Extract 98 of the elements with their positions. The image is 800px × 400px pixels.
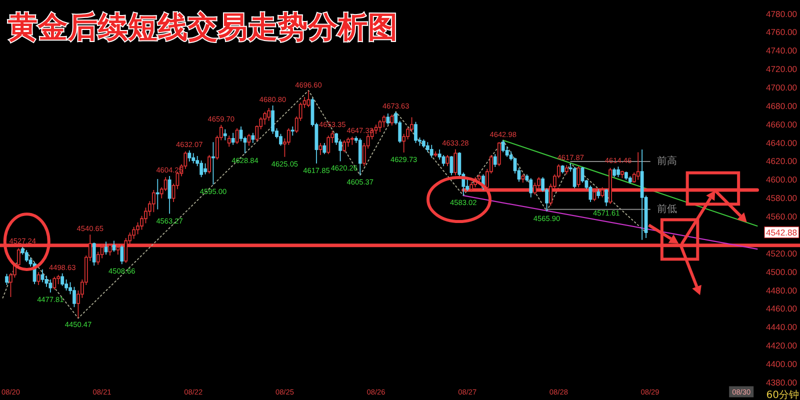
candlestick bbox=[342, 140, 346, 153]
candlestick bbox=[592, 188, 596, 202]
candlestick bbox=[271, 104, 274, 134]
candlestick bbox=[616, 166, 620, 178]
candlestick bbox=[168, 176, 172, 214]
candlestick bbox=[40, 268, 44, 283]
candlestick bbox=[200, 160, 204, 178]
candlestick bbox=[624, 171, 628, 180]
y-tick-label: 4780.00 bbox=[766, 8, 798, 19]
candlestick bbox=[306, 90, 310, 108]
y-tick-label: 4680.00 bbox=[766, 100, 798, 111]
y-tick-label: 4480.00 bbox=[766, 285, 798, 296]
candlestick bbox=[212, 142, 215, 185]
candlestick bbox=[430, 144, 434, 158]
candlestick bbox=[251, 132, 255, 144]
candlestick bbox=[108, 243, 112, 256]
chart-title: 黄金后续短线交易走势分析图 bbox=[8, 10, 398, 44]
candlestick bbox=[612, 167, 616, 178]
candlestick bbox=[318, 142, 322, 156]
y-tick-label: 4700.00 bbox=[766, 82, 798, 92]
candlestick bbox=[600, 186, 604, 198]
candlestick bbox=[628, 176, 632, 184]
y-tick-label: 4420.00 bbox=[766, 340, 798, 351]
candlestick bbox=[156, 178, 160, 210]
y-tick-label: 4380.00 bbox=[766, 377, 798, 388]
candlestick bbox=[322, 142, 326, 155]
candlestick bbox=[227, 135, 231, 148]
candlestick bbox=[247, 133, 251, 146]
y-tick-label: 4600.00 bbox=[766, 174, 798, 185]
candlestick bbox=[36, 272, 40, 286]
candlestick bbox=[116, 244, 120, 256]
y-tick-label: 4440.00 bbox=[766, 322, 798, 332]
y-tick-label: 4640.00 bbox=[766, 138, 798, 148]
y-tick-label: 4520.00 bbox=[766, 248, 798, 258]
candlestick bbox=[378, 120, 382, 132]
candlestick bbox=[636, 152, 640, 180]
candlestick bbox=[386, 113, 390, 126]
candlestick bbox=[596, 188, 600, 199]
candlestick bbox=[564, 164, 568, 175]
candlestick bbox=[290, 126, 294, 136]
candlestick bbox=[24, 250, 28, 262]
y-tick-label: 4460.00 bbox=[766, 304, 798, 314]
y-tick-label: 4740.00 bbox=[766, 46, 798, 56]
candlestick bbox=[454, 148, 458, 176]
line-series bbox=[2, 90, 647, 319]
candlestick bbox=[16, 248, 20, 268]
candlestick bbox=[414, 121, 418, 144]
y-tick-label: 4400.00 bbox=[766, 359, 798, 370]
candlestick bbox=[501, 140, 505, 153]
candlestick bbox=[48, 279, 52, 293]
candlestick bbox=[497, 142, 501, 167]
y-tick-label: 4760.00 bbox=[766, 27, 798, 38]
candlestick bbox=[208, 154, 211, 174]
candlestick bbox=[5, 273, 8, 286]
y-tick-label: 4500.00 bbox=[766, 266, 798, 277]
candlestick bbox=[640, 149, 644, 240]
candlestick bbox=[192, 152, 196, 164]
candlestick bbox=[104, 241, 108, 256]
candlestick bbox=[267, 108, 271, 122]
candlestick bbox=[382, 114, 386, 128]
candlestick bbox=[493, 154, 497, 168]
candlestick bbox=[529, 178, 533, 198]
candlestick bbox=[263, 111, 267, 126]
candlestick bbox=[390, 114, 394, 126]
candlestick bbox=[620, 170, 624, 179]
y-tick-label: 4720.00 bbox=[766, 64, 798, 74]
candlestick bbox=[52, 276, 56, 290]
candlestick bbox=[72, 286, 76, 308]
candlestick bbox=[204, 162, 207, 175]
candlestick bbox=[60, 272, 64, 286]
candlestick bbox=[450, 156, 454, 176]
series-label: 前低 bbox=[657, 203, 678, 216]
y-tick-label: 4560.00 bbox=[766, 212, 798, 222]
candlestick bbox=[446, 154, 450, 167]
candlestick bbox=[422, 138, 426, 148]
candlestick bbox=[152, 190, 156, 213]
candlestick bbox=[112, 240, 116, 252]
candlestick bbox=[608, 167, 612, 204]
candlestick bbox=[434, 150, 438, 158]
series-label: 前高 bbox=[657, 155, 678, 168]
candlestick bbox=[223, 128, 227, 141]
y-tick-label: 4620.00 bbox=[766, 156, 798, 166]
y-tick-label: 4660.00 bbox=[766, 119, 798, 130]
candlestick bbox=[560, 164, 564, 174]
candlestick bbox=[521, 174, 525, 184]
candlestick bbox=[576, 166, 580, 188]
candlestick bbox=[231, 132, 235, 146]
candlestick bbox=[235, 128, 239, 144]
y-tick-label: 4580.00 bbox=[766, 193, 798, 204]
candlestick bbox=[120, 244, 124, 265]
candlestick bbox=[470, 181, 474, 192]
text: 60分钟 bbox=[766, 389, 799, 400]
candlestick bbox=[350, 136, 354, 146]
candlestick bbox=[572, 166, 576, 189]
candlestick bbox=[188, 150, 192, 162]
candlestick bbox=[604, 188, 608, 207]
candlestick bbox=[92, 242, 96, 266]
candlestick bbox=[358, 138, 362, 176]
